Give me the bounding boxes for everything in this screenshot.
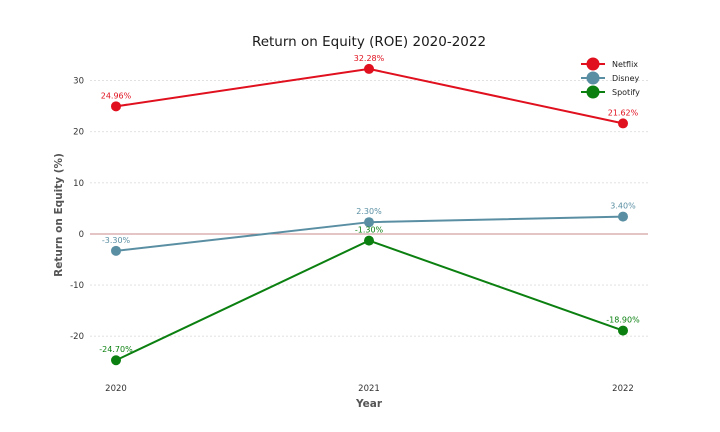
grid <box>90 80 648 337</box>
disney-point <box>618 211 628 222</box>
spotify-point <box>111 355 121 366</box>
y-tick-label: -20 <box>70 332 84 342</box>
netflix-data-label: 32.28% <box>354 54 385 63</box>
x-axis-label: Year <box>355 398 383 410</box>
netflix-data-label: 24.96% <box>101 91 132 100</box>
y-tick-label: 20 <box>73 128 84 138</box>
disney-point <box>364 217 374 228</box>
y-tick-label: 0 <box>79 230 84 240</box>
y-axis-label: Return on Equity (%) <box>53 153 65 277</box>
netflix-point <box>364 63 374 74</box>
spotify-data-label: -18.90% <box>606 316 640 325</box>
spotify-point <box>618 325 628 336</box>
netflix-line <box>115 67 624 125</box>
y-tick-label: 10 <box>73 179 84 189</box>
disney-data-label: 2.30% <box>356 207 382 216</box>
legend: Netflix Disney Spotify <box>581 57 640 99</box>
x-tick-label: 2022 <box>612 384 634 394</box>
spotify-point <box>364 235 374 246</box>
disney-point <box>111 245 121 256</box>
netflix-legend-label: Netflix <box>612 60 638 69</box>
data-labels: 24.96% 32.28% 21.62% -3.30% 2.30% 3.40% -24.70… <box>99 54 640 354</box>
netflix-data-label: 21.62% <box>608 108 639 117</box>
spotify-legend-marker <box>586 85 600 99</box>
spotify-data-label: -24.70% <box>99 345 133 354</box>
y-tick-label: 30 <box>73 77 84 87</box>
disney-legend-marker <box>586 71 600 85</box>
spotify-line <box>115 239 624 362</box>
netflix-point <box>111 101 121 112</box>
disney-data-label: -3.30% <box>102 236 131 245</box>
y-tick-label: -10 <box>70 281 84 291</box>
x-tick-label: 2020 <box>105 384 127 394</box>
netflix-legend-marker <box>586 57 600 71</box>
series-layer <box>111 63 628 366</box>
spotify-legend-label: Spotify <box>612 88 640 97</box>
netflix-point <box>618 118 628 129</box>
tick-labels: -20 -10 0 10 20 30 2020 2021 2022 <box>70 77 634 394</box>
x-tick-label: 2021 <box>358 384 380 394</box>
disney-legend-label: Disney <box>612 74 640 83</box>
chart-title: Return on Equity (ROE) 2020-2022 <box>252 34 486 50</box>
spotify-data-label: -1.30% <box>355 226 384 235</box>
disney-data-label: 3.40% <box>610 202 636 211</box>
